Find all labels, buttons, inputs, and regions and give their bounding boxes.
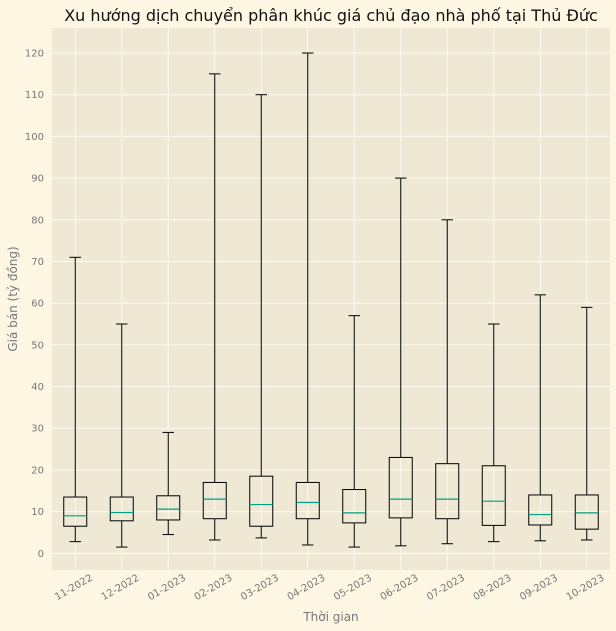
x-tick-label: 04-2023 xyxy=(286,573,328,603)
x-tick-label: 03-2023 xyxy=(239,573,281,603)
x-tick-label: 12-2022 xyxy=(100,573,142,603)
box-series xyxy=(63,52,599,548)
box-10-2023 xyxy=(574,306,599,541)
box-body xyxy=(109,496,134,522)
box-body xyxy=(435,463,460,520)
box-body xyxy=(574,494,599,530)
x-tick-label: 09-2023 xyxy=(518,573,560,603)
x-tick-label: 08-2023 xyxy=(472,573,514,603)
y-tick-label: 10 xyxy=(31,507,44,518)
y-tick-label: 50 xyxy=(31,340,44,351)
x-tick-label: 11-2022 xyxy=(53,573,95,603)
y-tick-label: 20 xyxy=(31,465,44,476)
x-tick-label: 02-2023 xyxy=(193,573,235,603)
x-tick-label: 07-2023 xyxy=(425,573,467,603)
box-body xyxy=(63,496,88,527)
box-04-2023 xyxy=(295,52,320,546)
y-tick-label: 110 xyxy=(25,90,44,101)
x-axis-ticks: 11-2022 12-2022 01-2023 02-2023 03-2023 04-20… xyxy=(53,573,606,603)
chart-title: Xu hướng dịch chuyển phân khúc giá chủ đ… xyxy=(64,6,598,25)
box-08-2023 xyxy=(481,323,506,543)
y-tick-label: 30 xyxy=(31,424,44,435)
box-body xyxy=(249,475,274,527)
y-tick-label: 0 xyxy=(38,549,44,560)
box-09-2023 xyxy=(528,294,553,542)
box-body xyxy=(202,481,227,520)
x-tick-label: 01-2023 xyxy=(146,573,188,603)
box-06-2023 xyxy=(388,177,413,547)
x-tick-label: 06-2023 xyxy=(379,573,421,603)
box-body xyxy=(528,494,553,526)
box-body xyxy=(295,481,320,520)
box-12-2022 xyxy=(109,323,134,548)
box-07-2023 xyxy=(435,219,460,545)
box-body xyxy=(342,489,367,524)
y-axis-label: Giá bán (tỷ đồng) xyxy=(6,246,20,351)
box-body xyxy=(156,495,181,521)
y-tick-label: 60 xyxy=(31,299,44,310)
box-02-2023 xyxy=(202,73,227,541)
box-11-2022 xyxy=(63,256,88,543)
box-01-2023 xyxy=(156,431,181,536)
box-body xyxy=(388,456,413,519)
x-tick-label: 05-2023 xyxy=(332,573,374,603)
y-tick-label: 70 xyxy=(31,257,44,268)
x-axis-label: Thời gian xyxy=(302,610,358,624)
y-tick-label: 90 xyxy=(31,174,44,185)
y-tick-label: 120 xyxy=(25,49,44,60)
box-03-2023 xyxy=(249,94,274,539)
y-tick-label: 100 xyxy=(25,132,44,143)
y-tick-label: 40 xyxy=(31,382,44,393)
x-tick-label: 10-2023 xyxy=(565,573,607,603)
plot-area xyxy=(52,28,610,570)
box-body xyxy=(481,465,506,526)
box-05-2023 xyxy=(342,315,367,548)
y-axis-ticks: 0 10 20 30 40 50 60 70 80 90 100 110 120 xyxy=(25,49,44,560)
y-tick-label: 80 xyxy=(31,215,44,226)
